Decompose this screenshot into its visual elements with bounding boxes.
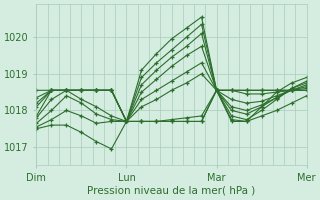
X-axis label: Pression niveau de la mer( hPa ): Pression niveau de la mer( hPa ) xyxy=(87,186,256,196)
